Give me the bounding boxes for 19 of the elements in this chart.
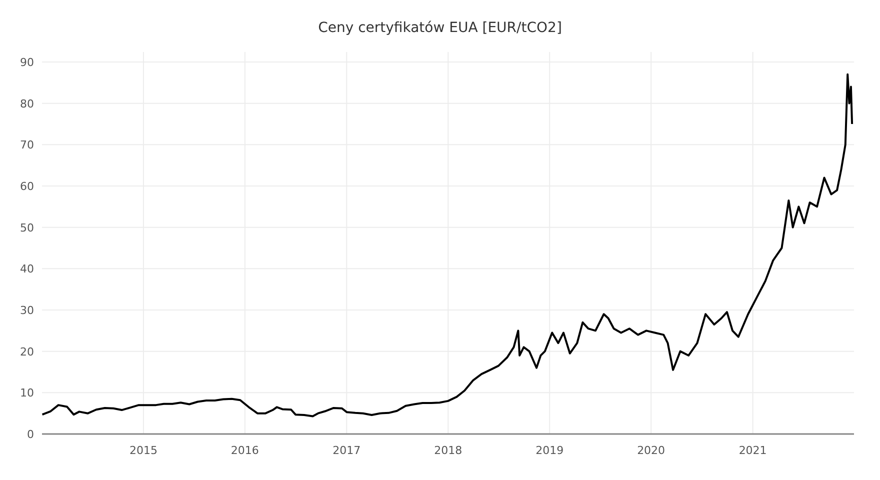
y-tick-label: 70 bbox=[20, 138, 34, 152]
y-tick-label: 0 bbox=[27, 428, 34, 441]
y-tick-label: 90 bbox=[20, 56, 34, 69]
x-tick-label: 2015 bbox=[129, 444, 158, 457]
x-tick-label: 2019 bbox=[536, 444, 564, 457]
line-series bbox=[41, 73, 854, 418]
y-tick-label: 40 bbox=[20, 262, 34, 276]
y-tick-label: 50 bbox=[20, 221, 34, 234]
y-tick-label: 80 bbox=[20, 97, 34, 110]
y-tick-label: 30 bbox=[20, 304, 34, 317]
y-tick-label: 60 bbox=[20, 180, 34, 193]
x-tick-label: 2017 bbox=[332, 444, 361, 457]
x-tick-label: 2020 bbox=[637, 444, 666, 457]
x-tick-label: 2021 bbox=[738, 444, 767, 457]
x-tick-label: 2018 bbox=[434, 444, 462, 457]
y-tick-label: 20 bbox=[20, 345, 34, 358]
chart-title: Ceny certyfikatów EUA [EUR/tCO2] bbox=[318, 20, 562, 36]
y-tick-label: 10 bbox=[20, 386, 34, 400]
x-tick-label: 2016 bbox=[230, 444, 259, 457]
